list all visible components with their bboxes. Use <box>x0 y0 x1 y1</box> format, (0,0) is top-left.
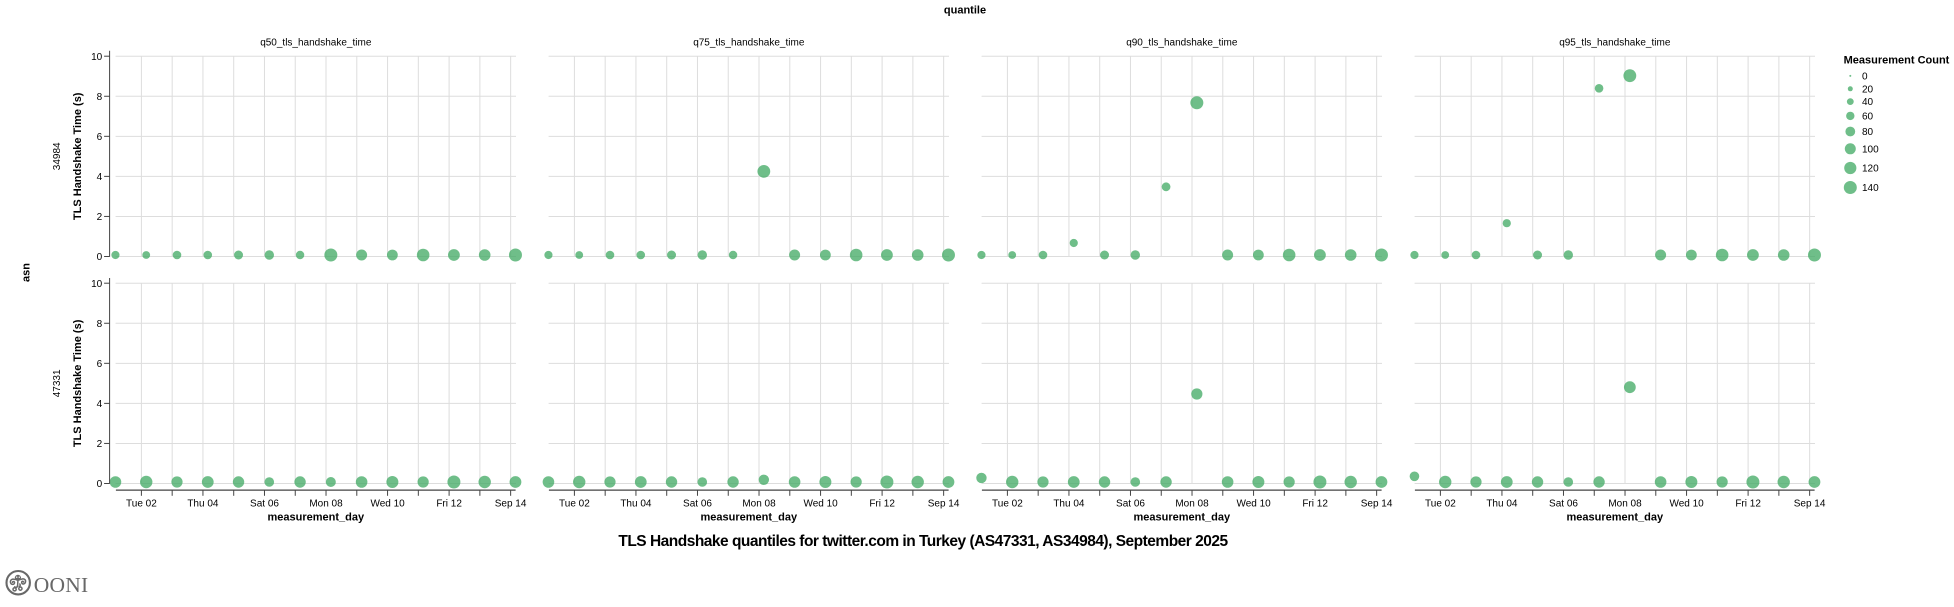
svg-text:Wed 10: Wed 10 <box>370 499 405 510</box>
svg-text:40: 40 <box>1862 97 1874 108</box>
svg-text:4: 4 <box>97 172 103 183</box>
svg-text:100: 100 <box>1862 144 1879 155</box>
svg-text:Thu 04: Thu 04 <box>620 499 652 510</box>
svg-text:OONI: OONI <box>34 573 89 597</box>
svg-text:asn: asn <box>21 263 33 282</box>
svg-text:Sep 14: Sep 14 <box>928 499 960 510</box>
svg-text:Measurement Count: Measurement Count <box>1844 55 1950 67</box>
svg-text:2: 2 <box>97 212 103 223</box>
svg-text:Fri 12: Fri 12 <box>1302 499 1328 510</box>
svg-text:q75_tls_handshake_time: q75_tls_handshake_time <box>693 38 805 49</box>
svg-text:Thu 04: Thu 04 <box>187 499 219 510</box>
svg-text:quantile: quantile <box>944 5 986 17</box>
svg-text:0: 0 <box>97 252 103 263</box>
svg-text:10: 10 <box>91 279 103 290</box>
svg-text:Fri 12: Fri 12 <box>869 499 895 510</box>
svg-text:Thu 04: Thu 04 <box>1053 499 1085 510</box>
svg-text:34984: 34984 <box>52 142 63 170</box>
svg-text:q95_tls_handshake_time: q95_tls_handshake_time <box>1559 38 1671 49</box>
svg-text:Sat 06: Sat 06 <box>1116 499 1145 510</box>
svg-text:measurement_day: measurement_day <box>1566 512 1663 524</box>
svg-text:Tue 02: Tue 02 <box>992 499 1023 510</box>
svg-text:Mon 08: Mon 08 <box>1175 499 1209 510</box>
svg-text:Tue 02: Tue 02 <box>559 499 590 510</box>
svg-text:20: 20 <box>1862 84 1874 95</box>
svg-text:Mon 08: Mon 08 <box>309 499 343 510</box>
svg-text:Tue 02: Tue 02 <box>1425 499 1456 510</box>
svg-text:Wed 10: Wed 10 <box>803 499 838 510</box>
svg-text:Fri 12: Fri 12 <box>436 499 462 510</box>
svg-text:2: 2 <box>97 439 103 450</box>
svg-text:Tue 02: Tue 02 <box>126 499 157 510</box>
svg-text:0: 0 <box>97 479 103 490</box>
svg-text:q50_tls_handshake_time: q50_tls_handshake_time <box>260 38 372 49</box>
svg-text:Wed 10: Wed 10 <box>1236 499 1271 510</box>
svg-text:6: 6 <box>97 132 103 143</box>
svg-text:TLS Handshake Time (s): TLS Handshake Time (s) <box>72 319 84 447</box>
svg-text:Thu 04: Thu 04 <box>1486 499 1518 510</box>
svg-text:Sat 06: Sat 06 <box>683 499 712 510</box>
svg-text:10: 10 <box>91 52 103 63</box>
svg-text:0: 0 <box>1862 72 1868 83</box>
svg-text:Sep 14: Sep 14 <box>1361 499 1393 510</box>
svg-text:Sep 14: Sep 14 <box>495 499 527 510</box>
svg-text:Sep 14: Sep 14 <box>1794 499 1826 510</box>
svg-text:Wed 10: Wed 10 <box>1669 499 1704 510</box>
svg-text:Sat 06: Sat 06 <box>250 499 279 510</box>
svg-text:Mon 08: Mon 08 <box>742 499 776 510</box>
svg-text:TLS Handshake Time (s): TLS Handshake Time (s) <box>72 92 84 220</box>
svg-text:60: 60 <box>1862 112 1874 123</box>
svg-text:6: 6 <box>97 359 103 370</box>
svg-text:measurement_day: measurement_day <box>1133 512 1230 524</box>
svg-text:140: 140 <box>1862 183 1879 194</box>
svg-text:8: 8 <box>97 319 103 330</box>
svg-text:measurement_day: measurement_day <box>267 512 364 524</box>
svg-text:47331: 47331 <box>52 369 63 397</box>
svg-text:q90_tls_handshake_time: q90_tls_handshake_time <box>1126 38 1238 49</box>
svg-text:80: 80 <box>1862 127 1874 138</box>
svg-text:4: 4 <box>97 399 103 410</box>
svg-text:TLS Handshake quantiles for tw: TLS Handshake quantiles for twitter.com … <box>618 533 1228 550</box>
svg-text:Mon 08: Mon 08 <box>1608 499 1642 510</box>
svg-text:measurement_day: measurement_day <box>700 512 797 524</box>
svg-text:Sat 06: Sat 06 <box>1549 499 1578 510</box>
svg-text:120: 120 <box>1862 164 1879 175</box>
svg-text:8: 8 <box>97 92 103 103</box>
svg-text:Fri 12: Fri 12 <box>1735 499 1761 510</box>
